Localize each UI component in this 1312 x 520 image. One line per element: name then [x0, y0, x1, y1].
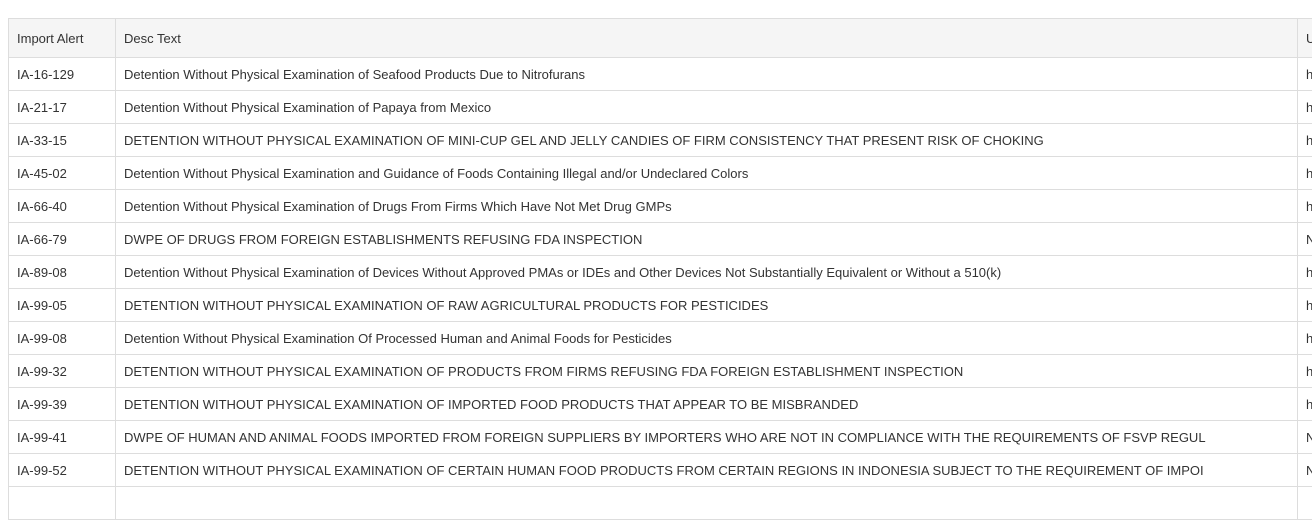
import-alert-cell: IA-21-17: [9, 91, 116, 124]
desc-text-cell: Detention Without Physical Examination o…: [116, 190, 1298, 223]
u-cell: h: [1298, 388, 1312, 421]
u-cell: N: [1298, 223, 1312, 256]
desc-text-cell: DWPE OF HUMAN AND ANIMAL FOODS IMPORTED …: [116, 421, 1298, 454]
import-alert-cell: IA-99-08: [9, 322, 116, 355]
import-alert-cell: IA-99-52: [9, 454, 116, 487]
u-cell: h: [1298, 256, 1312, 289]
u-cell: h: [1298, 157, 1312, 190]
empty-cell: [9, 487, 116, 520]
import-alert-cell: IA-89-08: [9, 256, 116, 289]
desc-text-cell: Detention Without Physical Examination a…: [116, 157, 1298, 190]
header-import-alert[interactable]: Import Alert: [9, 19, 116, 58]
empty-cell: [1298, 487, 1312, 520]
desc-text-cell: Detention Without Physical Examination o…: [116, 256, 1298, 289]
u-cell: h: [1298, 355, 1312, 388]
desc-text-cell: DETENTION WITHOUT PHYSICAL EXAMINATION O…: [116, 124, 1298, 157]
import-alerts-table: Import Alert Desc Text U IA-16-129Detent…: [8, 18, 1312, 520]
u-cell: h: [1298, 289, 1312, 322]
import-alert-cell: IA-45-02: [9, 157, 116, 190]
import-alert-cell: IA-66-40: [9, 190, 116, 223]
u-cell: N: [1298, 454, 1312, 487]
empty-cell: [116, 487, 1298, 520]
desc-text-cell: DETENTION WITHOUT PHYSICAL EXAMINATION O…: [116, 289, 1298, 322]
u-cell: N: [1298, 421, 1312, 454]
u-cell: h: [1298, 190, 1312, 223]
u-cell: h: [1298, 124, 1312, 157]
u-cell: h: [1298, 322, 1312, 355]
u-cell: h: [1298, 58, 1312, 91]
import-alert-cell: IA-16-129: [9, 58, 116, 91]
desc-text-cell: Detention Without Physical Examination O…: [116, 322, 1298, 355]
import-alert-cell: IA-99-41: [9, 421, 116, 454]
desc-text-cell: DWPE OF DRUGS FROM FOREIGN ESTABLISHMENT…: [116, 223, 1298, 256]
import-alert-cell: IA-66-79: [9, 223, 116, 256]
header-desc-text[interactable]: Desc Text: [116, 19, 1298, 58]
header-u[interactable]: U: [1298, 19, 1312, 58]
header-row: Import Alert Desc Text U: [9, 19, 1312, 58]
desc-text-cell: Detention Without Physical Examination o…: [116, 91, 1298, 124]
desc-text-cell: DETENTION WITHOUT PHYSICAL EXAMINATION O…: [116, 454, 1298, 487]
import-alert-cell: IA-99-39: [9, 388, 116, 421]
import-alert-cell: IA-99-32: [9, 355, 116, 388]
import-alert-cell: IA-99-05: [9, 289, 116, 322]
import-alert-cell: IA-33-15: [9, 124, 116, 157]
desc-text-cell: DETENTION WITHOUT PHYSICAL EXAMINATION O…: [116, 388, 1298, 421]
desc-text-cell: DETENTION WITHOUT PHYSICAL EXAMINATION O…: [116, 355, 1298, 388]
desc-text-cell: Detention Without Physical Examination o…: [116, 58, 1298, 91]
table-row-partial: [9, 487, 1312, 520]
u-cell: h: [1298, 91, 1312, 124]
